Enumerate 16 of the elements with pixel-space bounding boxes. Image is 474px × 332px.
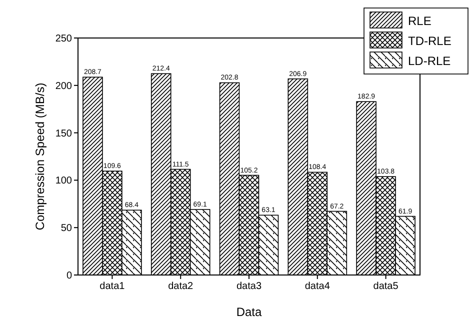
x-tick-label: data3 [236, 281, 262, 292]
y-tick-label: 50 [60, 223, 72, 234]
x-tick-label: data4 [304, 281, 330, 292]
legend-label: LD-RLE [408, 54, 451, 68]
x-tick-label: data2 [168, 281, 194, 292]
y-tick-label: 0 [66, 270, 72, 282]
x-axis-title: Data [236, 305, 262, 319]
x-tick-label: data1 [100, 281, 126, 292]
legend-label: RLE [408, 14, 432, 28]
x-tick-label: data5 [373, 281, 399, 292]
y-tick-label: 250 [55, 34, 72, 44]
y-tick-label: 100 [55, 176, 72, 187]
y-axis-title: Compression Speed (MB/s) [33, 82, 47, 230]
y-tick-label: 200 [55, 80, 72, 92]
legend-label: TD-RLE [408, 34, 452, 48]
y-tick-label: 150 [55, 128, 72, 140]
